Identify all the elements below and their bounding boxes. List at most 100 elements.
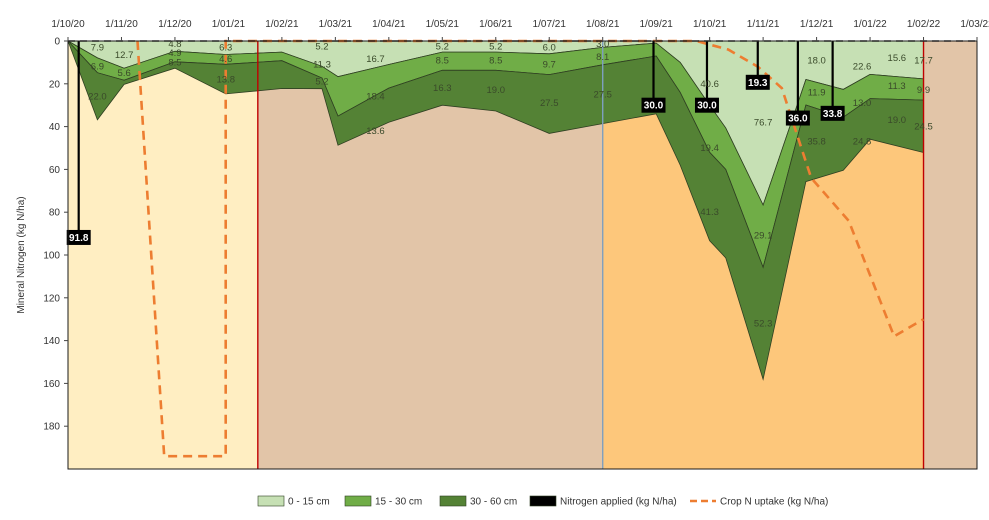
x-tick-label-16: 1/02/22: [907, 19, 941, 30]
nitrogen-callout-box-2: [694, 97, 719, 113]
data-label-24: 9.7: [543, 60, 556, 71]
x-tick-label-5: 1/03/21: [319, 19, 353, 30]
x-tick-label-14: 1/12/21: [800, 19, 834, 30]
y-tick-label-9: 180: [43, 422, 60, 433]
x-tick-label-4: 1/02/21: [265, 19, 299, 30]
y-tick-label-5: 100: [43, 251, 60, 262]
background-period-3: [923, 41, 977, 469]
data-label-15: 18.4: [366, 92, 385, 103]
legend-label-4: Crop N uptake (kg N/ha): [720, 497, 828, 508]
data-label-27: 8.1: [596, 52, 609, 63]
legend-label-3: Nitrogen applied (kg N/ha): [560, 497, 677, 508]
data-label-8: 6.3: [219, 42, 232, 53]
data-label-0: 7.9: [91, 42, 104, 53]
y-tick-label-4: 80: [49, 208, 61, 219]
legend-label-2: 30 - 60 cm: [470, 497, 517, 508]
x-tick-label-10: 1/08/21: [586, 19, 620, 30]
legend-swatch-3: [529, 495, 557, 507]
x-tick-label-1: 1/11/20: [105, 19, 138, 30]
x-tick-label-2: 1/12/20: [158, 19, 192, 30]
data-label-16: 13.6: [366, 126, 385, 137]
data-label-9: 4.6: [219, 54, 232, 65]
data-label-34: 52.3: [754, 318, 773, 329]
x-tick-label-13: 1/11/21: [747, 19, 780, 30]
data-label-12: 11.3: [313, 60, 331, 71]
crop-uptake-line: [136, 39, 925, 458]
data-label-11: 5.2: [315, 41, 328, 52]
x-tick-label-3: 1/01/21: [212, 19, 246, 30]
axes: 0 20 40 60 80 100 120 140 160 180 1/10/20 1/11/20 1/…: [43, 19, 989, 470]
crop-uptake-series: [136, 39, 925, 458]
legend-swatch-2: [439, 495, 467, 507]
data-label-46: 24.5: [914, 122, 933, 133]
data-label-25: 27.5: [540, 98, 559, 109]
y-tick-label-3: 60: [49, 165, 61, 176]
legend-label-1: 15 - 30 cm: [375, 497, 422, 508]
data-label-14: 16.7: [366, 54, 385, 65]
data-label-42: 11.3: [888, 81, 906, 92]
data-label-26: 3.0: [596, 39, 609, 50]
y-tick-label-1: 20: [49, 79, 61, 90]
data-label-37: 35.8: [807, 137, 826, 148]
legend-label-0: 0 - 15 cm: [288, 497, 330, 508]
data-label-4: 5.6: [118, 68, 131, 79]
nitrogen-callout-label-4: 36.0: [788, 114, 808, 125]
data-label-23: 6.0: [543, 42, 556, 53]
legend-swatch-0: [257, 495, 285, 507]
nitrogen-callout-box-4: [785, 110, 810, 126]
data-label-3: 12.7: [115, 50, 134, 61]
y-tick-label-7: 140: [43, 336, 60, 347]
x-tick-label-9: 1/07/21: [533, 19, 567, 30]
x-tick-label-0: 1/10/20: [51, 19, 85, 30]
data-label-43: 19.0: [888, 115, 907, 126]
nitrogen-callout-label-5: 33.8: [823, 109, 843, 120]
nitrogen-callout-label-1: 30.0: [644, 101, 664, 112]
x-tick-label-8: 1/06/21: [479, 19, 513, 30]
data-label-5: 4.8: [168, 39, 181, 50]
nitrogen-callout-label-2: 30.0: [697, 101, 717, 112]
x-tick-label-15: 1/01/22: [853, 19, 887, 30]
y-axis-title: Mineral Nitrogen (kg N/ha): [16, 196, 27, 313]
y-tick-label-0: 0: [54, 37, 60, 48]
legend: 0 - 15 cm 15 - 30 cm 30 - 60 cm Nitrogen ap…: [257, 495, 828, 508]
data-label-39: 13.0: [853, 98, 872, 109]
data-label-22: 19.0: [487, 85, 506, 96]
data-label-21: 8.5: [489, 55, 502, 66]
nitrogen-callout-box-3: [745, 74, 770, 90]
data-label-31: 41.3: [700, 207, 719, 218]
data-labels: 7.96.922.012.75.64.84.98.56.34.613.85.21…: [88, 39, 933, 329]
x-tick-label-17: 1/03/22: [960, 19, 989, 30]
x-tick-label-11: 1/09/21: [639, 19, 673, 30]
data-label-7: 8.5: [168, 57, 181, 68]
data-label-33: 29.1: [754, 231, 773, 242]
data-label-36: 11.9: [808, 87, 826, 98]
data-label-35: 18.0: [807, 55, 826, 66]
period-divider-lines: [257, 41, 925, 469]
nitrogen-applied-series: 91.8 30.0 30.0 19.3 36.0 33.8: [66, 41, 845, 245]
data-label-32: 76.7: [754, 117, 773, 128]
data-label-45: 9.9: [917, 85, 930, 96]
x-tick-label-12: 1/10/21: [693, 19, 727, 30]
nitrogen-callout-box-0: [66, 229, 91, 245]
nitrogen-callout-label-3: 19.3: [748, 78, 768, 89]
data-label-44: 17.7: [914, 55, 933, 66]
y-tick-label-2: 40: [49, 122, 61, 133]
data-label-41: 15.6: [888, 53, 907, 64]
data-label-13: 5.2: [315, 77, 328, 88]
data-label-38: 22.6: [853, 62, 872, 73]
data-label-2: 22.0: [88, 92, 107, 103]
nitrogen-callout-box-1: [641, 97, 666, 113]
y-tick-label-6: 120: [43, 293, 60, 304]
x-tick-label-7: 1/05/21: [426, 19, 460, 30]
legend-swatch-1: [344, 495, 372, 507]
data-label-17: 5.2: [436, 41, 449, 52]
x-tick-label-6: 1/04/21: [372, 19, 406, 30]
data-label-1: 6.9: [91, 62, 104, 73]
data-label-40: 24.8: [853, 137, 872, 148]
data-label-28: 27.5: [593, 90, 612, 101]
nitrogen-callout-label-0: 91.8: [69, 233, 89, 244]
data-label-29: 40.6: [700, 79, 719, 90]
data-label-30: 19.4: [700, 143, 719, 154]
nitrogen-callout-box-5: [820, 105, 845, 121]
